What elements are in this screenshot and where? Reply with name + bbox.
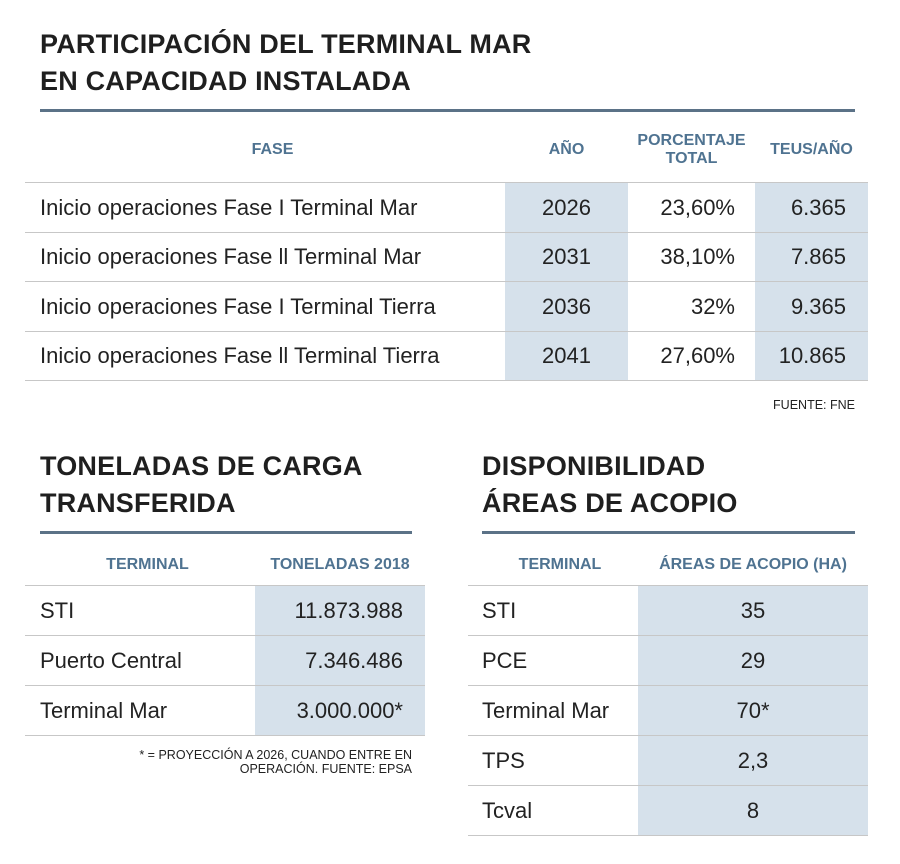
table-cell: 11.873.988 bbox=[294, 598, 403, 623]
rule bbox=[40, 109, 855, 112]
table-cell: Terminal Mar bbox=[482, 698, 610, 723]
table-cell: 6.365 bbox=[790, 194, 846, 220]
table-cell: 38,10% bbox=[660, 244, 735, 270]
table-cell: Tcval bbox=[482, 798, 533, 823]
row-line bbox=[468, 585, 868, 586]
row-line bbox=[468, 735, 868, 736]
note-line: OPERACIÓN. FUENTE: EPSA bbox=[239, 762, 412, 776]
table-cell: Terminal Mar bbox=[40, 698, 168, 723]
table-cell: 7.865 bbox=[790, 244, 846, 270]
row-line bbox=[25, 635, 425, 636]
row-line bbox=[25, 281, 868, 282]
table-cell: 32% bbox=[690, 293, 735, 319]
table-cell: Inicio operaciones Fase ll Terminal Tier… bbox=[40, 343, 440, 369]
column-header: TEUS/AÑO bbox=[770, 141, 853, 158]
title-line: TRANSFERIDA bbox=[40, 488, 236, 518]
table-cell: STI bbox=[40, 598, 75, 623]
table-cell: 23,60% bbox=[660, 194, 735, 220]
title-line: DISPONIBILIDAD bbox=[482, 451, 706, 481]
table-cell: 10.865 bbox=[778, 343, 846, 369]
table-cell: 9.365 bbox=[790, 293, 846, 319]
table-cell: PCE bbox=[482, 648, 528, 673]
table-cell: 2026 bbox=[542, 194, 591, 220]
shaded-column bbox=[638, 585, 868, 835]
table-cell: 2036 bbox=[542, 293, 591, 319]
rule bbox=[40, 531, 412, 534]
row-line bbox=[25, 685, 425, 686]
rule bbox=[482, 531, 855, 534]
column-header: TONELADAS 2018 bbox=[270, 556, 410, 573]
source: FUENTE: FNE bbox=[773, 398, 855, 412]
shaded-column bbox=[255, 585, 425, 735]
table-cell: 8 bbox=[746, 798, 760, 823]
row-line bbox=[25, 735, 425, 736]
row-line bbox=[25, 585, 425, 586]
table-cell: 2,3 bbox=[737, 748, 769, 773]
title-line: ÁREAS DE ACOPIO bbox=[482, 488, 738, 518]
row-line bbox=[468, 835, 868, 836]
table-cell: STI bbox=[482, 598, 517, 623]
row-line bbox=[25, 231, 868, 233]
table-cell: 27,60% bbox=[660, 343, 735, 369]
row-line bbox=[25, 330, 868, 332]
title-line: TONELADAS DE CARGA bbox=[40, 451, 363, 481]
table-cell: 35 bbox=[740, 598, 766, 623]
table-cell: TPS bbox=[482, 748, 525, 773]
table-cell: Puerto Central bbox=[40, 648, 182, 673]
column-header: PORCENTAJE TOTAL bbox=[637, 132, 746, 167]
table-cell: Inicio operaciones Fase I Terminal Tierr… bbox=[40, 293, 436, 319]
row-line bbox=[468, 785, 868, 786]
column-header: TERMINAL bbox=[518, 556, 602, 573]
note: * = PROYECCIÓN A 2026, CUANDO ENTRE EN OP… bbox=[139, 748, 412, 776]
table-cell: Inicio operaciones Fase ll Terminal Mar bbox=[40, 244, 422, 270]
column-header: TERMINAL bbox=[106, 556, 189, 573]
row-line bbox=[25, 182, 868, 183]
table-cell: 29 bbox=[740, 648, 766, 673]
row-line bbox=[468, 685, 868, 686]
main-title: PARTICIPACIÓN DEL TERMINAL MAR EN CAPACID… bbox=[40, 26, 532, 100]
note-line: * = PROYECCIÓN A 2026, CUANDO ENTRE EN bbox=[139, 748, 412, 762]
table-cell: 2031 bbox=[542, 244, 591, 270]
cargo-title: TONELADAS DE CARGA TRANSFERIDA bbox=[40, 448, 363, 522]
column-header: ÁREAS DE ACOPIO (HA) bbox=[659, 556, 847, 573]
storage-title: DISPONIBILIDAD ÁREAS DE ACOPIO bbox=[482, 448, 738, 522]
row-line bbox=[468, 635, 868, 636]
title-line: PARTICIPACIÓN DEL TERMINAL MAR bbox=[40, 29, 532, 59]
row-line bbox=[25, 380, 868, 381]
title-line: EN CAPACIDAD INSTALADA bbox=[40, 66, 411, 96]
table-cell: 2041 bbox=[542, 343, 591, 369]
table-cell: 70* bbox=[736, 698, 770, 723]
table-cell: Inicio operaciones Fase I Terminal Mar bbox=[40, 194, 418, 220]
table-cell: 3.000.000* bbox=[296, 698, 403, 723]
column-header: AÑO bbox=[548, 141, 585, 158]
column-header: FASE bbox=[251, 141, 294, 158]
table-cell: 7.346.486 bbox=[305, 648, 403, 673]
